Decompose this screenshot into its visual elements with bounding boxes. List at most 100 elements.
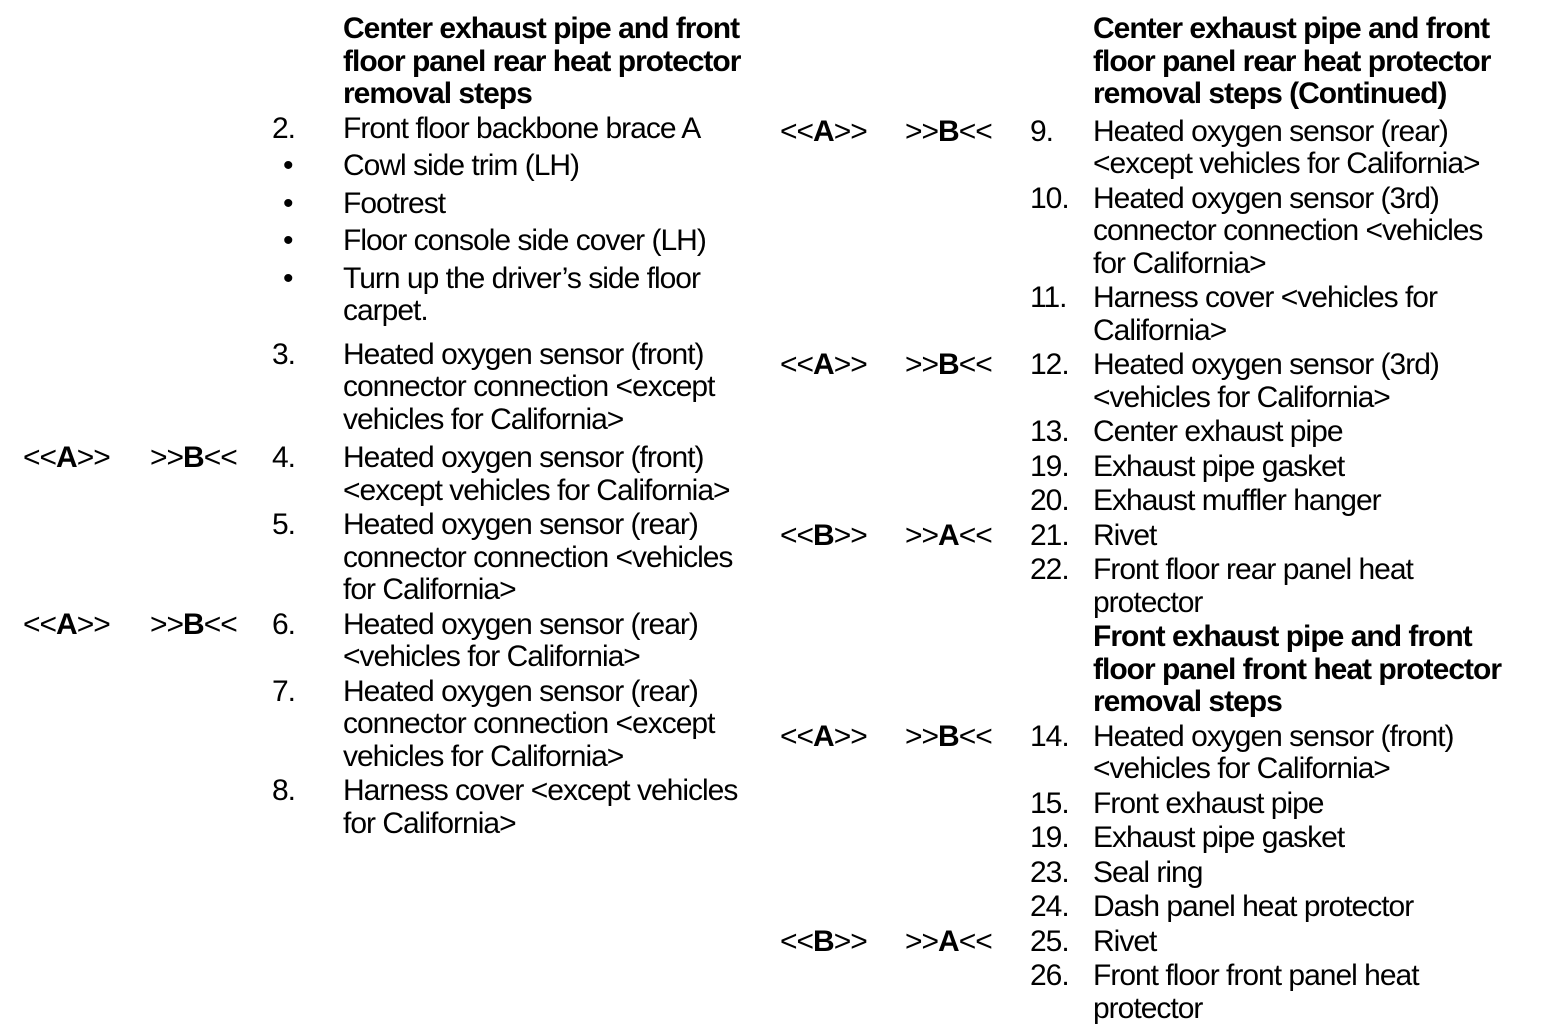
- empty-cell: [905, 891, 1030, 924]
- step-text: Harness cover <except vehicles for Calif…: [343, 774, 738, 840]
- empty-cell: [780, 485, 905, 518]
- step-text: Heated oxygen sensor (3rd) <vehicles for…: [1093, 348, 1440, 414]
- step-number: 7.: [272, 674, 296, 708]
- empty-cell: [23, 150, 150, 183]
- empty-cell: [150, 225, 272, 258]
- step-row: 5. Heated oxygen sensor (rear) connector …: [23, 508, 768, 607]
- step-row: <<A>> >>B<< 6. Heated oxygen sensor (rear) …: [23, 607, 768, 674]
- marker-close-brackets: >>: [76, 441, 111, 474]
- empty-cell: [23, 676, 150, 774]
- empty-cell: [780, 891, 905, 924]
- removal-marker-text: <<B>>: [780, 518, 868, 552]
- removal-marker-text: <<A>>: [23, 441, 111, 474]
- step-row: • Turn up the driver’s side floor carpet.: [23, 261, 768, 328]
- installation-marker-text: >>A<<: [905, 518, 993, 552]
- empty-cell: [23, 13, 150, 111]
- step-number: 19.: [1030, 449, 1070, 483]
- marker-open-brackets: >>: [905, 719, 939, 753]
- installation-step-marker: >>A<<: [905, 924, 1030, 959]
- step-text: Footrest: [343, 186, 446, 220]
- step-text: Turn up the driver’s side floor carpet.: [343, 261, 701, 327]
- step-number: 23.: [1030, 855, 1070, 889]
- installation-step-marker: >>B<<: [150, 441, 272, 507]
- empty-cell: [272, 13, 343, 111]
- marker-letter: B: [813, 518, 835, 552]
- step-text: Front floor front panel heat protector: [1093, 959, 1420, 1025]
- step-number: 22.: [1030, 553, 1070, 586]
- marker-close-brackets: <<: [958, 518, 993, 552]
- step-number: 6.: [272, 607, 296, 641]
- step-row: <<A>> >>B<< 4. Heated oxygen sensor (front)…: [23, 441, 768, 507]
- empty-cell: [23, 775, 150, 840]
- step-row: • Footrest: [23, 186, 768, 221]
- step-text: Dash panel heat protector: [1093, 890, 1414, 923]
- marker-open-brackets: <<: [23, 607, 57, 641]
- step-number: 12.: [1030, 348, 1070, 381]
- step-text: Exhaust muffler hanger: [1093, 484, 1382, 517]
- marker-close-brackets: <<: [958, 719, 993, 753]
- removal-step-marker: <<A>>: [780, 348, 905, 414]
- step-number: 8.: [272, 774, 296, 807]
- marker-close-brackets: >>: [76, 607, 111, 641]
- installation-step-marker: >>B<<: [905, 719, 1030, 786]
- step-row: 10. Heated oxygen sensor (3rd) connector …: [780, 181, 1568, 281]
- step-row: 26. Front floor front panel heat protecto…: [780, 959, 1568, 1025]
- removal-step-marker: <<B>>: [780, 518, 905, 553]
- empty-cell: [23, 263, 150, 328]
- step-text: Heated oxygen sensor (rear) <except vehi…: [1093, 114, 1481, 180]
- empty-cell: [150, 775, 272, 840]
- step-number: 24.: [1030, 890, 1070, 923]
- step-row: 24. Dash panel heat protector: [780, 890, 1568, 924]
- marker-letter: A: [938, 924, 960, 958]
- step-text: Seal ring: [1093, 855, 1203, 889]
- section-heading: Center exhaust pipe and front floor pane…: [1093, 12, 1491, 110]
- marker-letter: A: [56, 441, 78, 474]
- empty-cell: [780, 13, 905, 111]
- step-number: 11.: [1030, 281, 1067, 314]
- step-row: 13. Center exhaust pipe: [780, 415, 1568, 449]
- step-text: Heated oxygen sensor (front) <vehicles f…: [1093, 719, 1455, 785]
- marker-close-brackets: <<: [958, 348, 993, 381]
- step-text: Front exhaust pipe: [1093, 786, 1324, 820]
- marker-open-brackets: <<: [780, 348, 814, 381]
- step-text: Heated oxygen sensor (front) <except veh…: [343, 441, 731, 507]
- step-text: Heated oxygen sensor (front) connector c…: [343, 337, 715, 436]
- empty-cell: [150, 188, 272, 221]
- bullet-icon: •: [283, 261, 294, 295]
- step-row: 11. Harness cover <vehicles for Californi…: [780, 281, 1568, 347]
- step-number: 10.: [1030, 181, 1070, 215]
- removal-marker-text: <<A>>: [780, 115, 868, 148]
- marker-open-brackets: >>: [150, 441, 184, 474]
- step-number: 15.: [1030, 786, 1070, 820]
- marker-open-brackets: <<: [780, 719, 814, 753]
- empty-cell: [780, 282, 905, 347]
- step-row: <<A>> >>B<< 12. Heated oxygen sensor (3rd) …: [780, 348, 1568, 414]
- step-row: <<B>> >>A<< 25. Rivet: [780, 924, 1568, 959]
- installation-step-marker: >>B<<: [905, 348, 1030, 414]
- installation-step-marker: >>B<<: [150, 608, 272, 674]
- empty-cell: [780, 451, 905, 484]
- empty-cell: [150, 676, 272, 774]
- marker-close-brackets: >>: [833, 924, 868, 958]
- marker-open-brackets: >>: [905, 518, 939, 552]
- marker-close-brackets: <<: [958, 114, 993, 148]
- step-text: Exhaust pipe gasket: [1093, 821, 1345, 854]
- empty-cell: [780, 416, 905, 449]
- step-text: Heated oxygen sensor (3rd) connector con…: [1093, 181, 1483, 280]
- step-number: 4.: [272, 441, 296, 474]
- empty-cell: [150, 13, 272, 111]
- marker-close-brackets: >>: [833, 518, 868, 552]
- bullet-icon: •: [283, 224, 294, 257]
- marker-letter: A: [813, 348, 835, 381]
- removal-marker-text: <<A>>: [780, 348, 868, 381]
- step-row: 20. Exhaust muffler hanger: [780, 484, 1568, 518]
- empty-cell: [905, 960, 1030, 1025]
- step-number: 26.: [1030, 959, 1070, 992]
- empty-cell: [905, 282, 1030, 347]
- marker-letter: B: [183, 441, 205, 474]
- empty-cell: [780, 822, 905, 855]
- section-heading-row: Center exhaust pipe and front floor pane…: [23, 12, 768, 111]
- installation-marker-text: >>A<<: [905, 924, 993, 958]
- empty-cell: [905, 416, 1030, 449]
